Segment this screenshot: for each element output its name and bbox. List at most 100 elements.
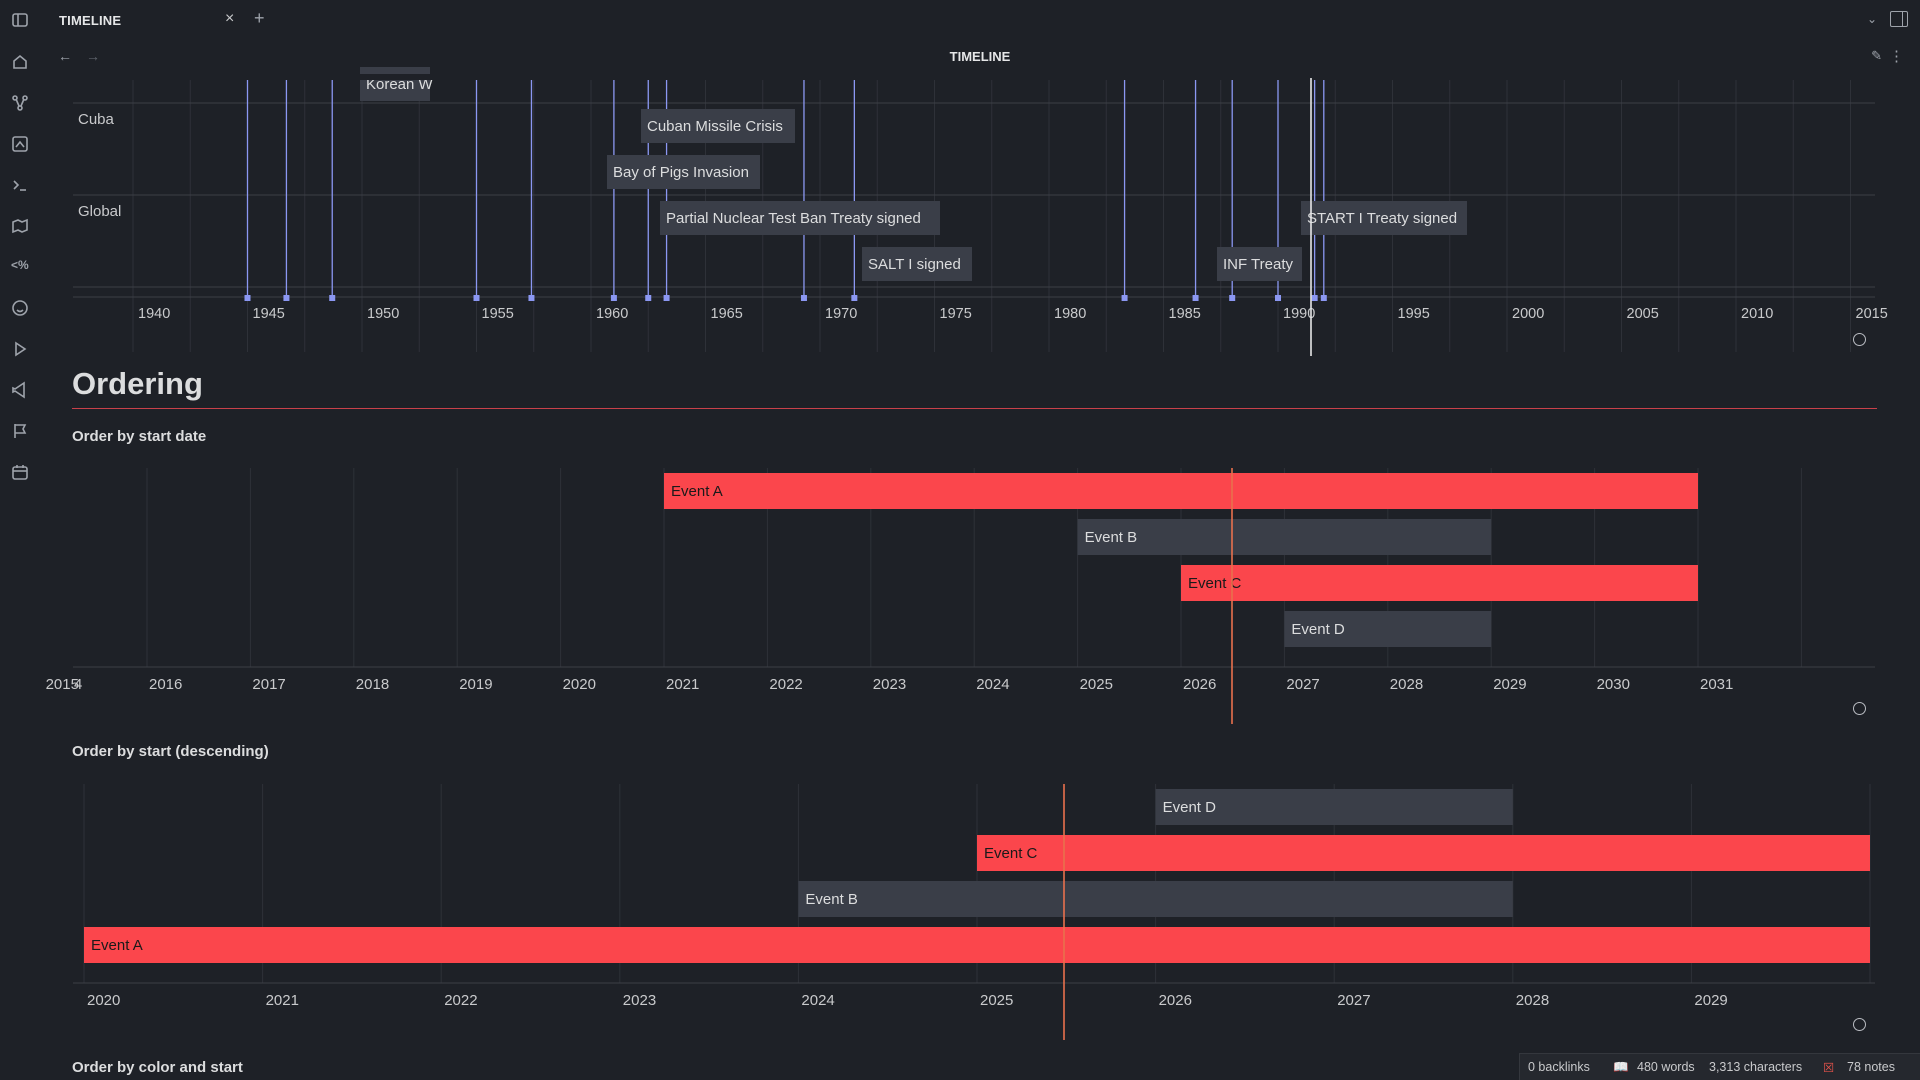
map-icon[interactable] [11, 217, 29, 235]
status-words: 480 words [1637, 1060, 1695, 1074]
axis-tick-label: 2015 [46, 676, 79, 693]
axis-tick-label: 1955 [482, 306, 514, 322]
terminal-icon[interactable] [11, 176, 29, 194]
axis-tick-label: 1945 [253, 306, 285, 322]
event-point-marker [473, 295, 480, 301]
axis-tick-label: 2020 [87, 992, 120, 1009]
timeline-cold-war[interactable]: Cuba Global Korean W Cuban Missile Crisis Ba… [0, 0, 1920, 360]
event-point-marker [1320, 295, 1327, 301]
axis-tick-label: 2016 [149, 676, 182, 693]
timeline-reset-icon[interactable] [1853, 333, 1866, 346]
axis-tick-label: 2010 [1741, 306, 1773, 322]
axis-tick-label: 2027 [1286, 676, 1319, 693]
new-tab-icon[interactable]: + [254, 8, 265, 28]
timeline-item-box [1301, 201, 1467, 235]
status-notes: 78 notes [1847, 1060, 1895, 1074]
axis-tick-label: 2019 [459, 676, 492, 693]
group-label: Global [78, 203, 121, 220]
play-icon[interactable] [11, 340, 29, 358]
flag-icon[interactable] [11, 422, 29, 440]
axis-tick-label: 1985 [1169, 306, 1201, 322]
axis-tick-label: 2017 [252, 676, 285, 693]
status-backlinks[interactable]: 0 backlinks [1528, 1060, 1590, 1074]
event-bar-label: Event B [805, 891, 858, 908]
event-bar-label: Event B [1085, 529, 1138, 546]
event-bar [1155, 789, 1513, 825]
axis-tick-label: 2020 [563, 676, 596, 693]
more-options-icon[interactable]: ⋮ [1889, 48, 1904, 65]
tab-bar: TIMELINE × + ⌄ [40, 0, 1920, 42]
axis-tick-label: 1970 [825, 306, 857, 322]
timeline-reset-icon[interactable] [1853, 702, 1866, 715]
timeline-item-box [1217, 247, 1302, 281]
sync-off-icon[interactable]: ☒ [1823, 1061, 1835, 1075]
edit-icon[interactable]: ✎ [1871, 48, 1882, 63]
timeline-item-box [360, 67, 430, 101]
event-point-marker [663, 295, 670, 301]
event-bar-label: Event A [671, 483, 723, 500]
axis-tick-label: 2021 [266, 992, 299, 1009]
subheading-order-by-start-desc: Order by start (descending) [72, 743, 269, 760]
event-bar-label: Event D [1163, 799, 1217, 816]
timeline-item-label: INF Treaty [1223, 256, 1294, 273]
axis-tick-label: 2024 [801, 992, 834, 1009]
axis-tick-label: 2025 [1080, 676, 1113, 693]
axis-tick-label: 1975 [940, 306, 972, 322]
axis-tick-label: 1940 [138, 306, 170, 322]
subheading-order-by-color: Order by color and start [72, 1059, 243, 1076]
axis-tick-label: 4 [74, 676, 82, 693]
clip-mask [73, 74, 1883, 80]
status-characters: 3,313 characters [1709, 1060, 1803, 1074]
tab-title[interactable]: TIMELINE [59, 13, 122, 28]
axis-tick-label: 2022 [444, 992, 477, 1009]
timeline-item-label: START I Treaty signed [1307, 210, 1457, 227]
timeline-item-label: Bay of Pigs Invasion [613, 164, 749, 181]
axis-tick-label: 1965 [711, 306, 743, 322]
group-label: Cuba [78, 111, 115, 128]
right-sidebar-toggle-icon[interactable] [1890, 11, 1908, 27]
subheading-order-by-start: Order by start date [72, 428, 207, 445]
status-bar: 0 backlinks 📖 480 words 3,313 characters… [1519, 1053, 1920, 1080]
back-arrow-icon[interactable]: ← [58, 48, 72, 64]
timeline-item-label: Partial Nuclear Test Ban Treaty signed [666, 210, 921, 227]
graph-icon[interactable] [11, 94, 29, 112]
axis-tick-label: 1990 [1283, 306, 1315, 322]
axis-tick-label: 1960 [596, 306, 628, 322]
event-point-marker [244, 295, 251, 301]
axis-tick-label: 2015 [1856, 306, 1888, 322]
axis-tick-label: 2000 [1512, 306, 1544, 322]
home-icon[interactable] [11, 53, 29, 71]
event-point-marker [1311, 295, 1318, 301]
sidebar-toggle-icon[interactable] [11, 11, 29, 29]
timeline-item-label: Cuban Missile Crisis [647, 118, 783, 135]
timeline-reset-icon[interactable] [1853, 1018, 1866, 1031]
code-icon[interactable]: <% [11, 258, 29, 272]
event-point-marker [1275, 295, 1281, 301]
view-header: ← → TIMELINE ✎ ⋮ [40, 42, 1920, 74]
axis-tick-label: 2031 [1700, 676, 1733, 693]
event-bar [664, 473, 1698, 509]
axis-tick-label: 2023 [623, 992, 656, 1009]
axis-tick-label: 1950 [367, 306, 399, 322]
axis-tick-label: 2026 [1183, 676, 1216, 693]
axis-tick-label: 2023 [873, 676, 906, 693]
event-bar-label: Event C [1188, 575, 1242, 592]
chevron-down-icon[interactable]: ⌄ [1866, 12, 1877, 26]
vscode-icon[interactable] [11, 381, 29, 399]
tab-close-icon[interactable]: × [225, 10, 235, 27]
smile-icon[interactable] [11, 299, 29, 317]
event-point-marker [283, 295, 290, 301]
axis-tick-label: 1980 [1054, 306, 1086, 322]
axis-tick-label: 2018 [356, 676, 389, 693]
calendar-icon[interactable] [11, 463, 29, 481]
canvas-icon[interactable] [11, 135, 29, 153]
forward-arrow-icon[interactable]: → [86, 48, 100, 64]
event-bar [84, 927, 1870, 963]
timeline-item-box [660, 201, 940, 235]
event-point-marker [851, 295, 858, 301]
event-bar [977, 835, 1870, 871]
axis-tick-label: 2026 [1159, 992, 1192, 1009]
axis-tick-label: 2024 [976, 676, 1009, 693]
event-point-marker [1121, 295, 1128, 301]
timeline-item-label: Korean W [366, 76, 434, 93]
